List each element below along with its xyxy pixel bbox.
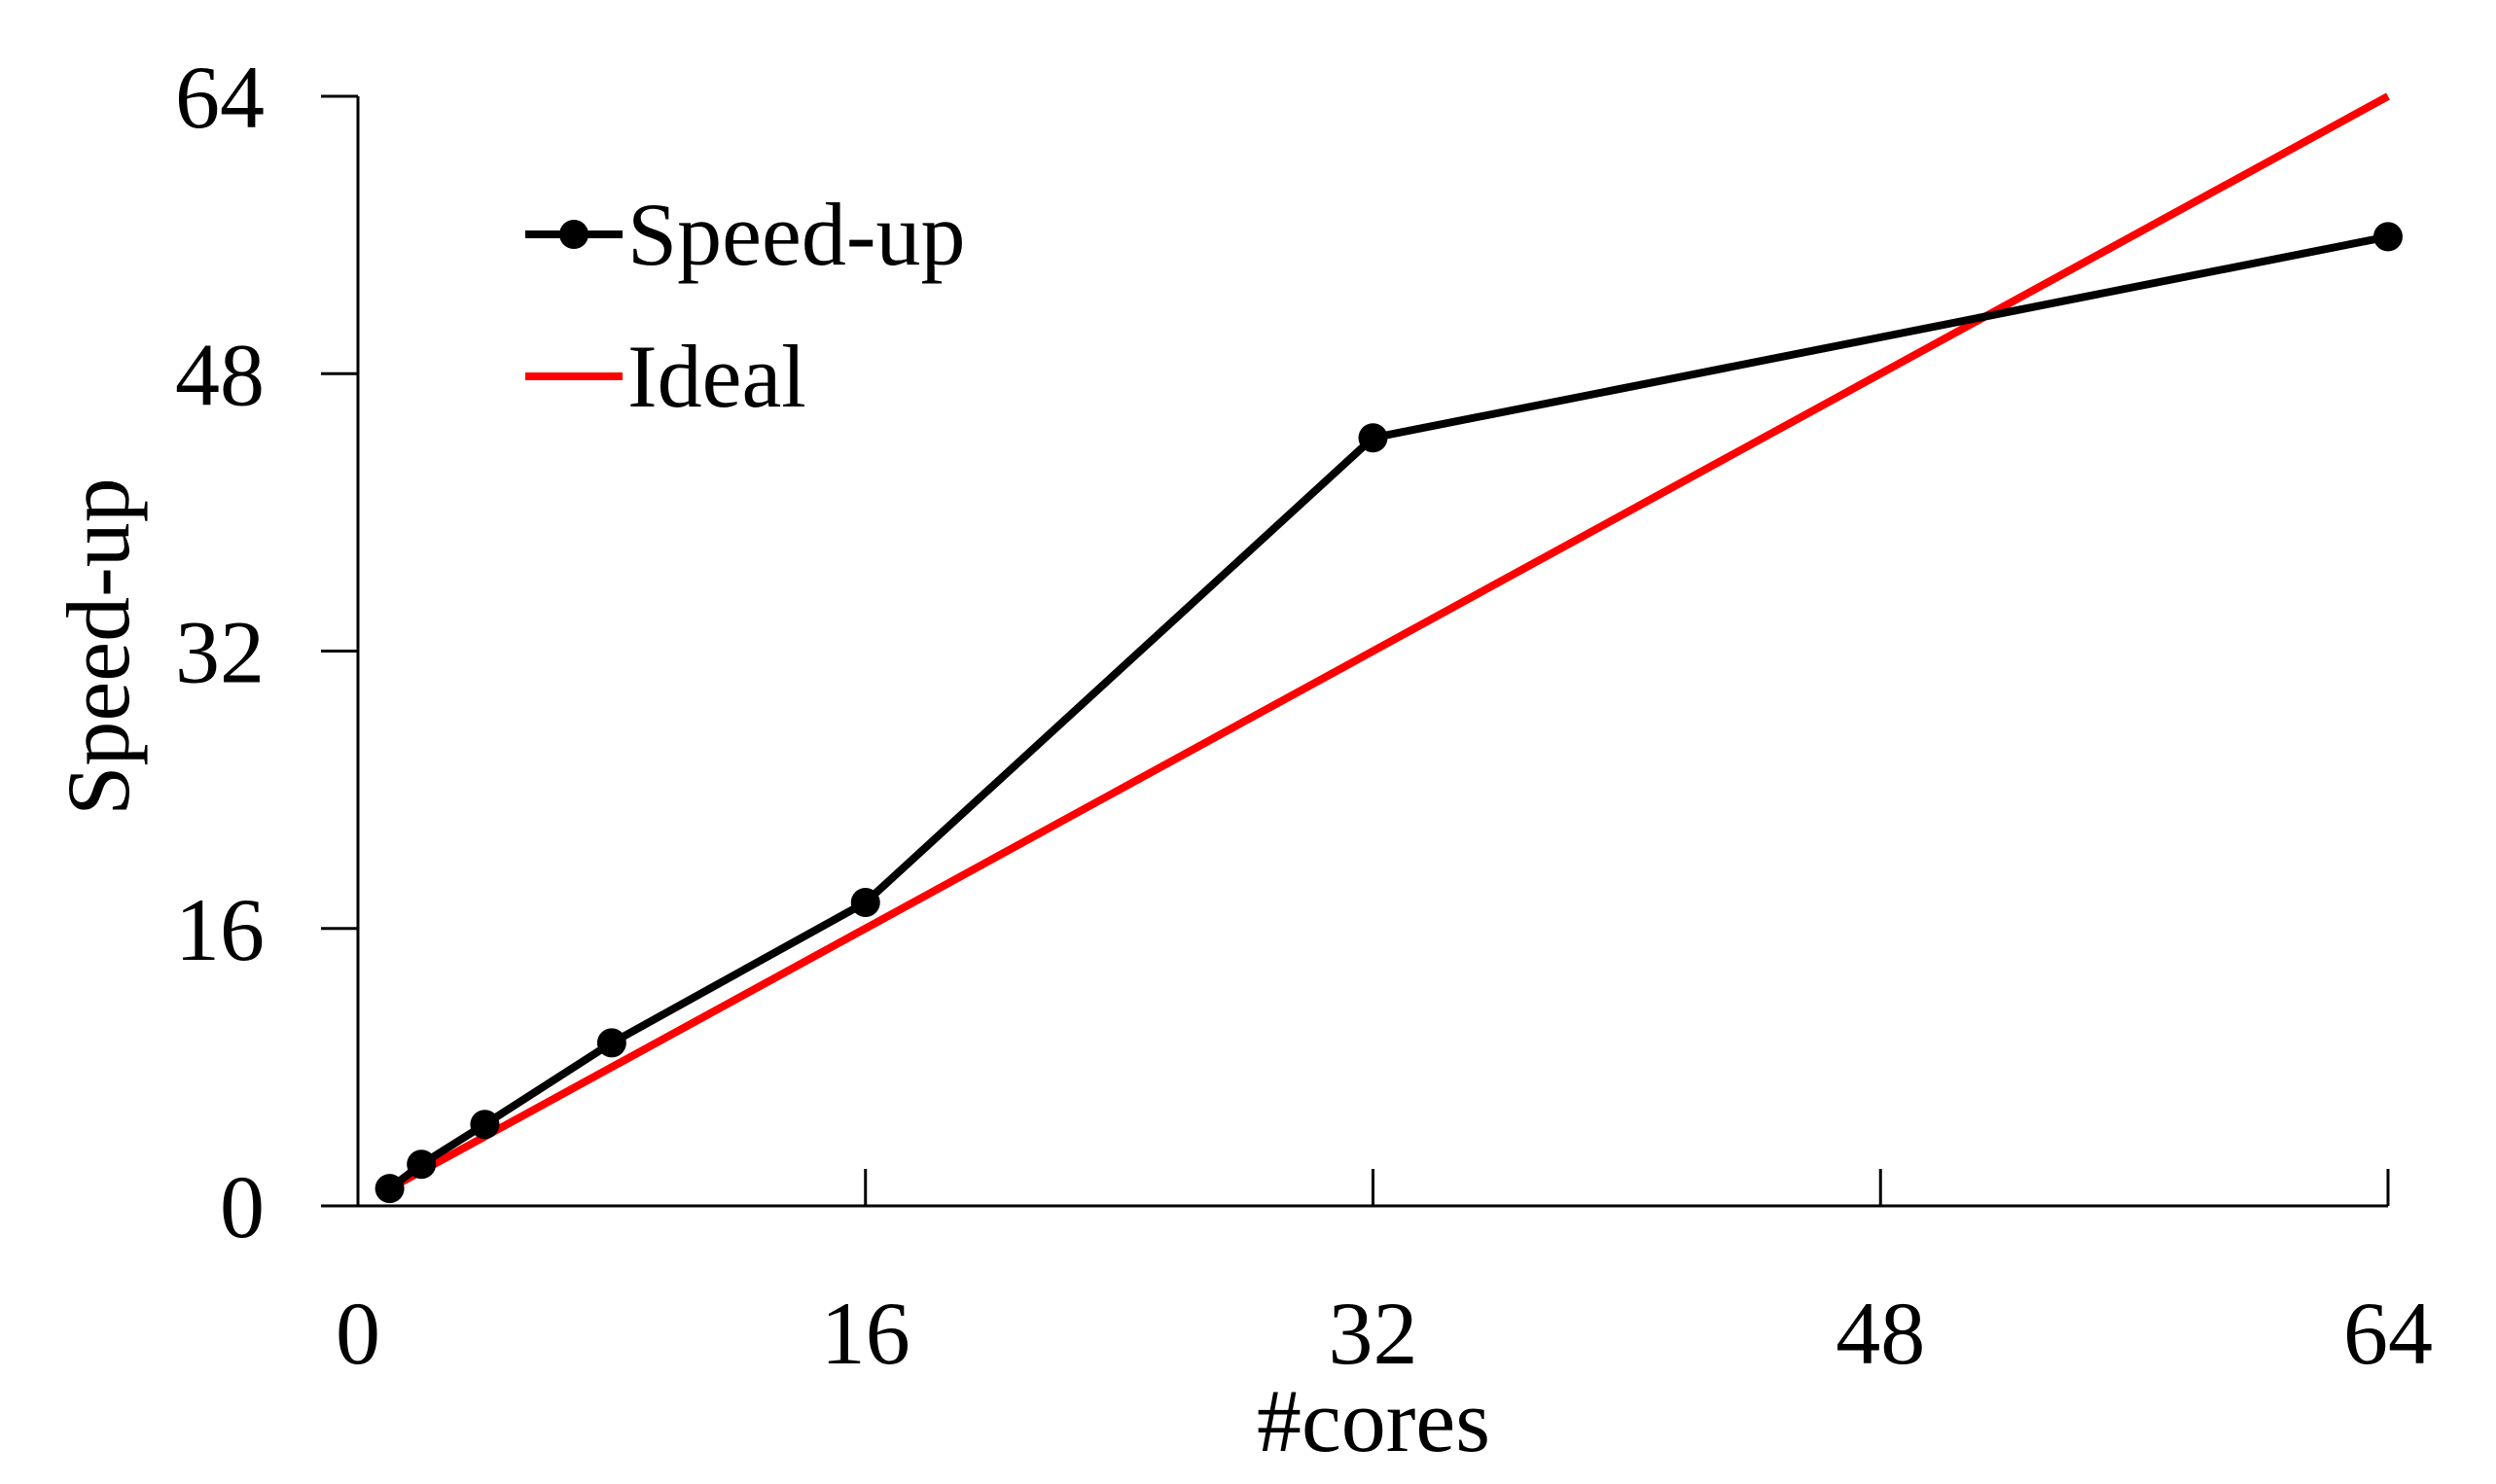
y-tick-label: 64: [175, 48, 265, 147]
x-tick-label: 32: [1329, 1284, 1418, 1383]
series-layer: [374, 92, 2403, 1204]
x-tick-label: 48: [1836, 1284, 1925, 1383]
y-tick-label: 48: [175, 325, 265, 424]
x-tick-label: 0: [336, 1284, 380, 1383]
x-tick-label: 64: [2343, 1284, 2433, 1383]
x-axis-ticks: 0 16 32 48 64: [336, 1169, 2433, 1383]
data-point-speed-up: [374, 1174, 405, 1204]
data-point-speed-up: [850, 888, 880, 918]
data-point-speed-up: [407, 1149, 437, 1180]
series-line-ideal: [387, 92, 2390, 1192]
x-tick-label: 16: [821, 1284, 910, 1383]
legend-label-ideal: Ideal: [627, 327, 806, 426]
data-point-speed-up: [596, 1028, 626, 1058]
y-tick-label: 16: [175, 880, 265, 979]
data-point-speed-up: [1358, 423, 1388, 453]
x-axis-title: #cores: [1257, 1371, 1490, 1470]
legend-marker-speedup: [559, 220, 588, 249]
data-point-speed-up: [470, 1110, 500, 1140]
y-tick-label: 32: [175, 603, 265, 702]
data-point-speed-up: [2373, 222, 2403, 252]
legend-label-speedup: Speed-up: [627, 185, 965, 284]
y-tick-label: 0: [220, 1157, 265, 1256]
legend: Speed-up Ideal: [525, 185, 965, 426]
y-axis-title: Speed-up: [49, 477, 148, 815]
y-axis-ticks: 0 16 32 48 64: [175, 48, 358, 1256]
